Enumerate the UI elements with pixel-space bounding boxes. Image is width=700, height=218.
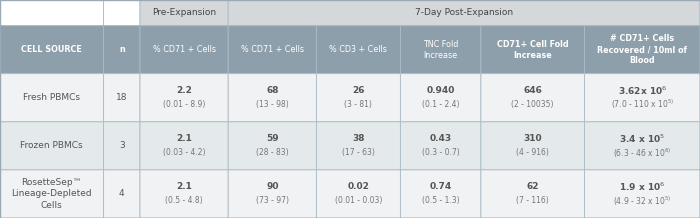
Text: (0.03 - 4.2): (0.03 - 4.2) xyxy=(163,148,205,157)
Text: (17 - 63): (17 - 63) xyxy=(342,148,375,157)
Text: Fresh PBMCs: Fresh PBMCs xyxy=(23,93,80,102)
Bar xyxy=(104,0,140,26)
Bar xyxy=(228,26,316,74)
Text: CD71+ Cell Fold
Increase: CD71+ Cell Fold Increase xyxy=(497,40,568,60)
Text: n: n xyxy=(119,45,125,54)
Bar xyxy=(104,74,140,122)
Text: % CD71 + Cells: % CD71 + Cells xyxy=(153,45,216,54)
Text: (6.3 - 46 x 10$^{6)}$: (6.3 - 46 x 10$^{6)}$ xyxy=(613,146,671,160)
Text: 0.940: 0.940 xyxy=(426,86,455,95)
Text: 0.02: 0.02 xyxy=(347,182,370,191)
Text: % CD3 + Cells: % CD3 + Cells xyxy=(330,45,387,54)
Text: 4: 4 xyxy=(119,189,125,198)
Text: 0.43: 0.43 xyxy=(430,134,452,143)
Text: (0.3 - 0.7): (0.3 - 0.7) xyxy=(422,148,459,157)
Bar xyxy=(140,0,228,26)
Bar xyxy=(584,122,700,170)
Bar xyxy=(584,170,700,218)
Text: (7 - 116): (7 - 116) xyxy=(517,196,549,205)
Text: # CD71+ Cells
Recovered / 10ml of
Blood: # CD71+ Cells Recovered / 10ml of Blood xyxy=(597,34,687,65)
Text: (0.5 - 4.8): (0.5 - 4.8) xyxy=(165,196,203,205)
Text: 1.9 x 10$^{6}$: 1.9 x 10$^{6}$ xyxy=(619,181,666,193)
Bar xyxy=(584,26,700,74)
Bar xyxy=(228,74,316,122)
Bar xyxy=(228,122,316,170)
Text: (0.1 - 2.4): (0.1 - 2.4) xyxy=(422,100,459,109)
Text: Pre-Expansion: Pre-Expansion xyxy=(152,8,216,17)
Bar xyxy=(481,122,584,170)
Text: (13 - 98): (13 - 98) xyxy=(256,100,288,109)
Text: 0.74: 0.74 xyxy=(430,182,452,191)
Bar xyxy=(0,74,104,122)
Bar xyxy=(400,26,481,74)
Text: 7-Day Post-Expansion: 7-Day Post-Expansion xyxy=(415,8,513,17)
Text: 2.1: 2.1 xyxy=(176,182,192,191)
Bar xyxy=(400,74,481,122)
Bar xyxy=(400,122,481,170)
Text: 2.1: 2.1 xyxy=(176,134,192,143)
Bar xyxy=(104,26,140,74)
Text: 90: 90 xyxy=(266,182,279,191)
Bar xyxy=(140,74,228,122)
Text: 3.62x 10$^{6}$: 3.62x 10$^{6}$ xyxy=(617,85,667,97)
Bar xyxy=(481,74,584,122)
Bar xyxy=(316,170,400,218)
Text: (7.0 - 110 x 10$^{5)}$: (7.0 - 110 x 10$^{5)}$ xyxy=(610,98,674,111)
Text: 310: 310 xyxy=(524,134,542,143)
Bar xyxy=(140,122,228,170)
Text: % CD71 + Cells: % CD71 + Cells xyxy=(241,45,304,54)
Text: 62: 62 xyxy=(526,182,539,191)
Text: (2 - 10035): (2 - 10035) xyxy=(512,100,554,109)
Text: 68: 68 xyxy=(266,86,279,95)
Bar xyxy=(140,170,228,218)
Bar xyxy=(228,170,316,218)
Bar xyxy=(584,74,700,122)
Text: CELL SOURCE: CELL SOURCE xyxy=(22,45,82,54)
Text: (73 - 97): (73 - 97) xyxy=(256,196,289,205)
Bar xyxy=(104,170,140,218)
Bar xyxy=(400,170,481,218)
Bar xyxy=(316,74,400,122)
Text: (3 - 81): (3 - 81) xyxy=(344,100,372,109)
Text: (4.9 - 32 x 10$^{5)}$: (4.9 - 32 x 10$^{5)}$ xyxy=(613,194,671,208)
Text: 18: 18 xyxy=(116,93,127,102)
Text: (0.5 - 1.3): (0.5 - 1.3) xyxy=(422,196,459,205)
Text: (0.01 - 8.9): (0.01 - 8.9) xyxy=(163,100,205,109)
Text: RosetteSep™
Lineage-Depleted
Cells: RosetteSep™ Lineage-Depleted Cells xyxy=(11,178,92,209)
Bar xyxy=(228,0,700,26)
Text: (28 - 83): (28 - 83) xyxy=(256,148,288,157)
Text: (0.01 - 0.03): (0.01 - 0.03) xyxy=(335,196,382,205)
Bar xyxy=(481,26,584,74)
Text: 3.4 x 10$^{5}$: 3.4 x 10$^{5}$ xyxy=(620,133,665,145)
Text: 26: 26 xyxy=(352,86,365,95)
Bar xyxy=(481,170,584,218)
Bar xyxy=(0,26,104,74)
Bar xyxy=(316,26,400,74)
Text: Frozen PBMCs: Frozen PBMCs xyxy=(20,141,83,150)
Text: TNC Fold
Increase: TNC Fold Increase xyxy=(423,40,459,60)
Bar xyxy=(104,122,140,170)
Text: 2.2: 2.2 xyxy=(176,86,192,95)
Bar xyxy=(0,0,104,26)
Bar xyxy=(316,122,400,170)
Text: 646: 646 xyxy=(524,86,542,95)
Bar xyxy=(0,122,104,170)
Bar xyxy=(140,26,228,74)
Text: 3: 3 xyxy=(119,141,125,150)
Bar xyxy=(0,170,104,218)
Text: 38: 38 xyxy=(352,134,365,143)
Text: (4 - 916): (4 - 916) xyxy=(517,148,549,157)
Text: 59: 59 xyxy=(266,134,279,143)
